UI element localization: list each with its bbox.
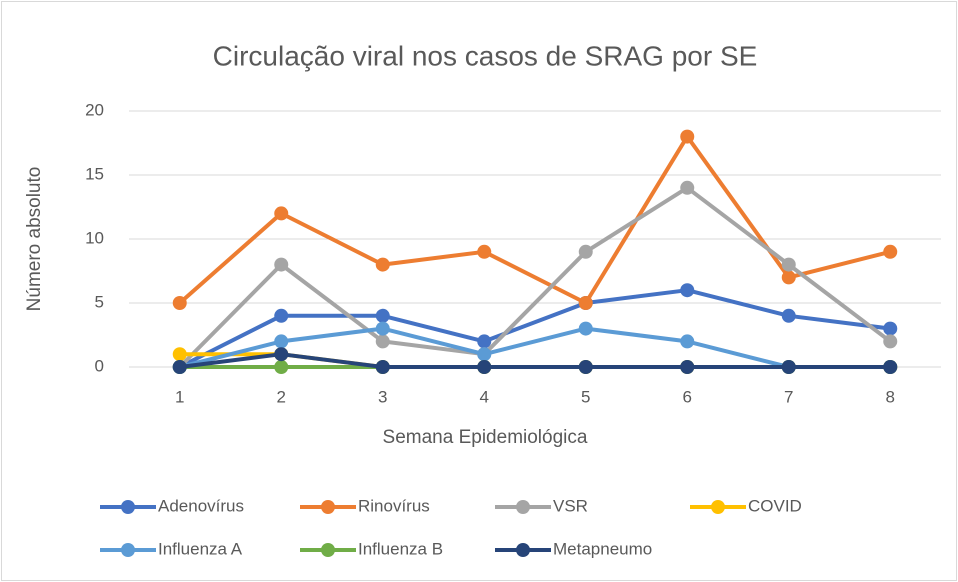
data-point	[274, 308, 289, 323]
data-point	[680, 334, 695, 349]
x-tick-label: 2	[277, 387, 286, 406]
legend-marker	[516, 500, 530, 514]
data-point	[375, 360, 390, 374]
data-point	[274, 360, 289, 374]
legend-label: Adenovírus	[158, 496, 244, 515]
data-point	[477, 360, 492, 374]
data-point	[172, 347, 187, 362]
data-point	[680, 180, 695, 195]
x-tick-label: 4	[480, 387, 489, 406]
series-line	[179, 326, 891, 369]
data-point	[172, 360, 187, 374]
legend-label: Influenza B	[358, 539, 443, 558]
legend-marker	[711, 500, 725, 514]
x-axis-label: Semana Epidemiológica	[383, 427, 588, 448]
data-point	[781, 257, 796, 272]
data-point	[375, 334, 390, 349]
legend-label: VSR	[553, 496, 588, 515]
data-point	[781, 360, 796, 374]
data-point	[883, 321, 898, 336]
data-point	[781, 308, 796, 323]
data-point	[375, 308, 390, 323]
data-point	[883, 360, 898, 374]
data-point	[578, 360, 593, 374]
series-line	[179, 352, 891, 369]
data-point	[781, 270, 796, 285]
data-point	[375, 321, 390, 336]
data-point	[578, 244, 593, 259]
series-line	[178, 288, 891, 369]
x-tick-label: 7	[784, 387, 793, 406]
data-point	[274, 334, 289, 349]
y-tick-label: 10	[85, 228, 104, 247]
x-tick-label: 1	[175, 387, 184, 406]
legend-label: Metapneumo	[553, 539, 652, 558]
data-point	[274, 206, 289, 221]
data-point	[274, 257, 289, 272]
series-line	[178, 185, 892, 369]
y-axis-label: Número absoluto	[24, 167, 45, 312]
data-point	[680, 360, 695, 374]
data-point	[680, 283, 695, 298]
chart-title: Circulação viral nos casos de SRAG por S…	[213, 40, 758, 71]
data-point	[578, 296, 593, 310]
data-point	[375, 257, 390, 272]
legend-marker	[121, 543, 135, 557]
legend-marker	[321, 500, 335, 514]
x-tick-label: 5	[581, 387, 590, 406]
legend-label: Influenza A	[158, 539, 243, 558]
x-tick-label: 8	[886, 387, 895, 406]
x-tick-label: 3	[378, 387, 387, 406]
data-point	[883, 334, 898, 349]
data-point	[477, 347, 492, 362]
legend-label: COVID	[748, 496, 802, 515]
data-point	[477, 244, 492, 259]
x-tick-label: 6	[683, 387, 692, 406]
legend-marker	[121, 500, 135, 514]
data-point	[477, 334, 492, 349]
data-point	[274, 347, 289, 362]
data-point	[578, 321, 593, 336]
y-tick-label: 0	[95, 356, 104, 375]
data-point	[680, 129, 695, 144]
y-tick-label: 5	[95, 292, 104, 311]
data-point	[172, 296, 187, 310]
legend-label: Rinovírus	[358, 496, 430, 515]
legend-marker	[516, 543, 530, 557]
data-point	[883, 244, 898, 259]
y-tick-label: 20	[85, 100, 104, 119]
legend-marker	[321, 543, 335, 557]
y-tick-label: 15	[85, 164, 104, 183]
